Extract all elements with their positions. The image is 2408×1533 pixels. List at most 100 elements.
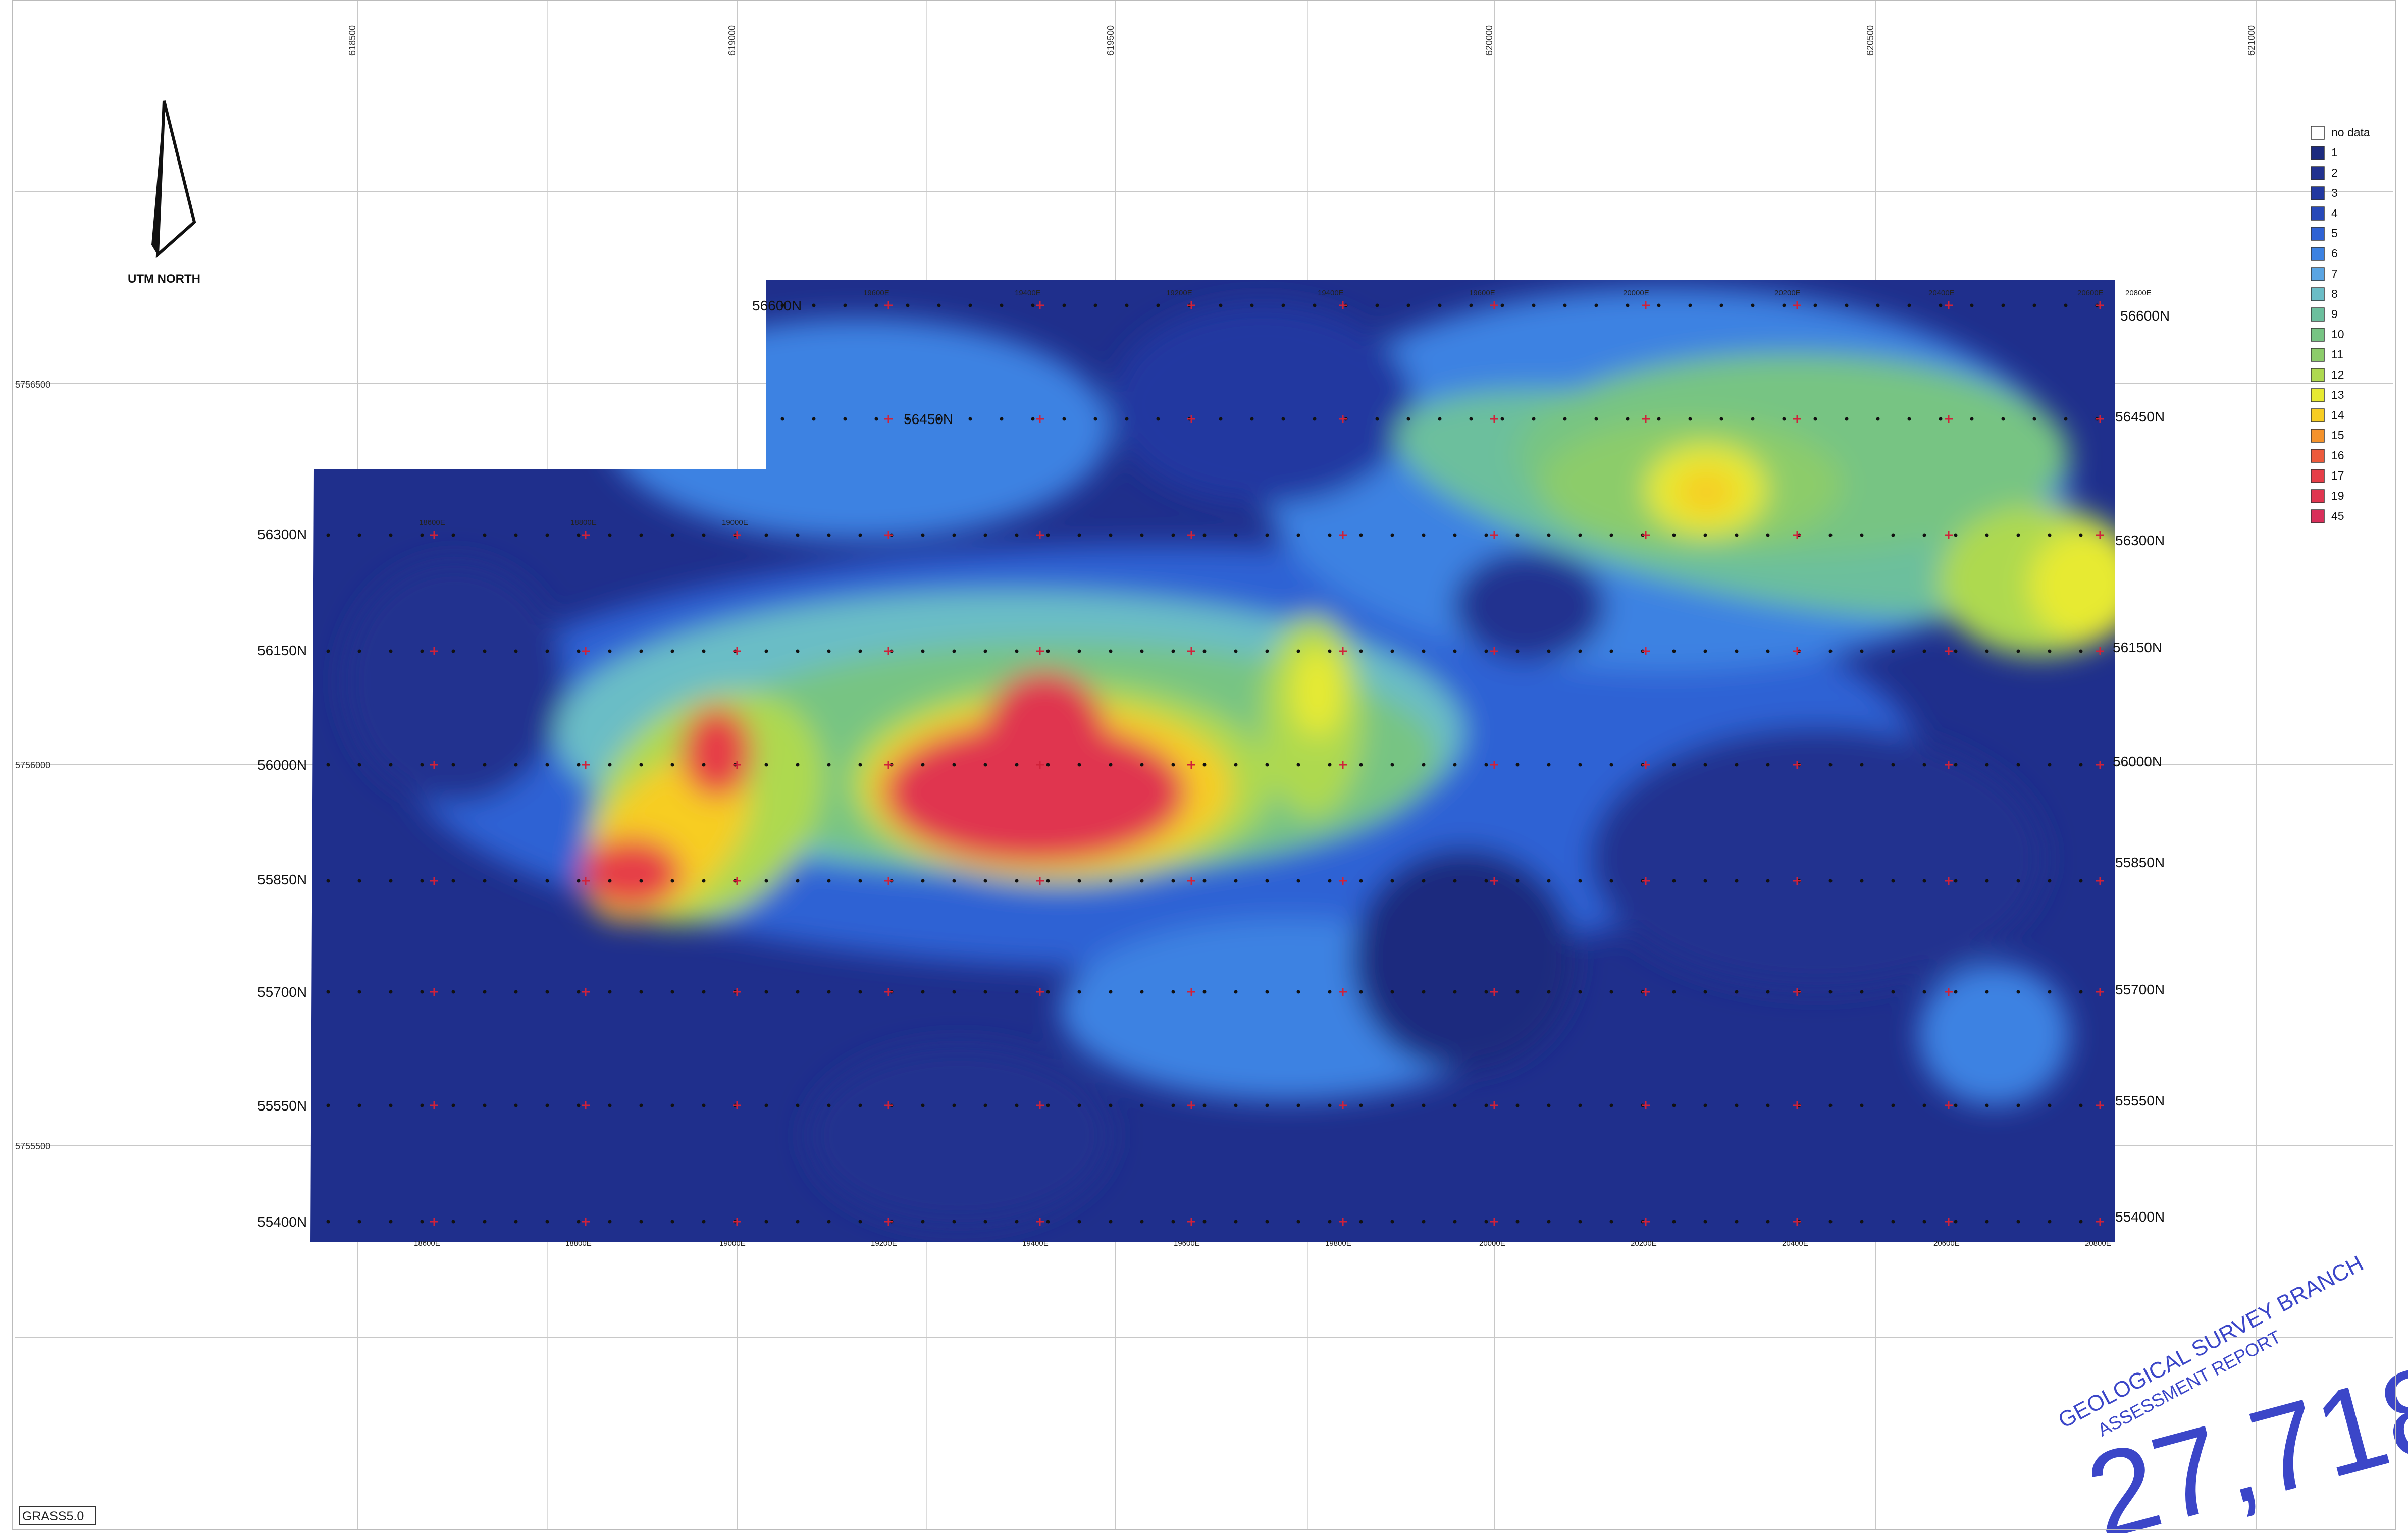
station-dot [1453,649,1457,653]
station-dot [702,763,706,767]
station-dot [1547,1220,1551,1224]
station-dot [764,1103,768,1107]
station-dot [2016,990,2020,994]
station-dot [420,533,424,537]
station-dot [827,1220,831,1224]
station-dot [1484,1220,1488,1224]
station-dot [1219,303,1223,307]
station-dot [389,990,393,994]
station-marker [1036,301,1044,309]
contour-zone [1676,469,1737,515]
station-marker [582,531,590,539]
station-marker [1339,415,1347,423]
utm-easting-label: 620500 [1865,25,1875,56]
station-dot [1563,417,1567,421]
station-dot [1891,990,1895,994]
station-dot [1828,1220,1833,1224]
station-dot [2064,303,2068,307]
survey-line-label: 55550N [257,1098,307,1114]
contour-zone [1590,727,2045,989]
station-dot [1453,533,1457,537]
station-marker [1036,647,1044,655]
station-dot [670,990,674,994]
utm-easting-label: 620000 [1484,25,1494,56]
station-dot [1202,1220,1207,1224]
station-dot [921,533,925,537]
station-dot [983,1103,987,1107]
station-dot [2016,1220,2020,1224]
station-dot [952,649,956,653]
station-dot [1250,417,1254,421]
station-dot [1265,533,1269,537]
station-dot [858,533,862,537]
station-dot [1515,533,1520,537]
station-dot [639,1103,643,1107]
station-dot [1751,303,1755,307]
station-dot [1594,417,1598,421]
station-dot [702,649,706,653]
station-dot [1735,1103,1739,1107]
station-dot [2048,990,2052,994]
station-marker [430,1218,438,1226]
station-marker [430,647,438,655]
station-dot [1077,533,1081,537]
utm-northing-label: 5756000 [15,760,50,770]
station-marker [1187,1101,1195,1109]
station-dot [1296,763,1300,767]
station-dot [1547,1103,1551,1107]
station-dot [1515,1220,1520,1224]
legend-label: 9 [2331,307,2338,321]
station-dot [1626,417,1630,421]
legend-swatch [2311,146,2325,160]
station-dot [1328,649,1332,653]
station-dot [514,533,518,537]
station-labels: 19600E 19400E 19200E 19400E 19600E 20000E 2020… [414,289,2152,1248]
station-dot [483,1220,487,1224]
station-dot [1359,533,1363,537]
station-dot [2079,990,2083,994]
station-dot [577,990,581,994]
station-dot [796,879,800,883]
station-dot [1954,990,1958,994]
station-dot [670,649,674,653]
station-dot [906,417,910,421]
station-dot [983,1220,987,1224]
station-dot [1985,990,1989,994]
station-dot [1328,879,1332,883]
station-dot [1578,1220,1582,1224]
station-dot [1125,417,1129,421]
station-dot [1140,990,1144,994]
station-label-bottom: 20200E [1631,1239,1657,1248]
station-dot [1296,1220,1300,1224]
station-dot [1109,763,1113,767]
station-dot [357,879,361,883]
station-dot [1265,1103,1269,1107]
station-dot [2016,533,2020,537]
station-dot [1015,879,1019,883]
station-dot [1970,303,1974,307]
station-marker [1642,647,1650,655]
station-dot [1703,649,1707,653]
station-dot [545,879,549,883]
station-dot [1406,303,1410,307]
station-dot [1578,879,1582,883]
station-marker [1793,1218,1801,1226]
station-dot [451,649,455,653]
legend-swatch [2311,489,2325,503]
survey-line-label: 55850N [257,872,307,887]
station-dot [1375,417,1379,421]
station-dot [483,533,487,537]
station-marker [582,647,590,655]
station-dot [1359,649,1363,653]
station-marker [1642,301,1650,309]
station-marker [1187,877,1195,885]
station-dot [1703,879,1707,883]
station-dot [1766,533,1770,537]
station-dot [1578,990,1582,994]
station-dot [545,990,549,994]
station-dot [577,533,581,537]
station-dot [1046,990,1050,994]
legend-swatch [2311,287,2325,301]
legend-label: 15 [2331,429,2344,442]
station-marker [2096,415,2104,423]
